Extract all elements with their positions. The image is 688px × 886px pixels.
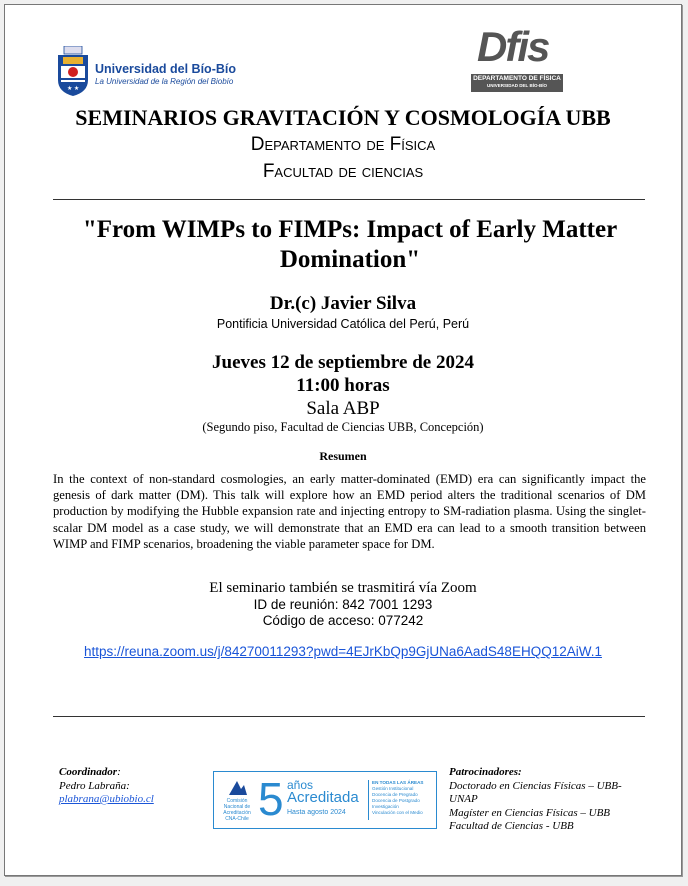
coordinator-label: Coordinador — [59, 766, 118, 778]
area-item: Vinculación con el Medio — [372, 810, 423, 815]
department: Departamento de Física — [250, 134, 436, 155]
document-page: ★ ★ Universidad del Bío-Bío La Universid… — [4, 4, 682, 876]
area-item: Gestión Institucional — [372, 786, 414, 791]
accreditation-divider — [368, 780, 369, 820]
faculty: Facultad de ciencias — [262, 161, 424, 182]
speaker: Dr.(c) Javier Silva — [269, 293, 417, 314]
accreditation-badge: Comisión Nacional de Acreditación CNA-Ch… — [213, 771, 437, 829]
ubb-tagline: La Universidad de la Región del Biobío — [95, 77, 234, 86]
accreditation-years: 5 — [258, 773, 284, 825]
zoom-meeting-id: ID de reunión: 842 7001 1293 — [253, 597, 433, 612]
zoom-link-row: https://reuna.zoom.us/j/84270011293?pwd=… — [5, 644, 681, 659]
svg-text:★ ★: ★ ★ — [67, 85, 79, 92]
abstract-heading: Resumen — [319, 449, 367, 463]
divider-bottom — [53, 716, 645, 717]
zoom-link[interactable]: https://reuna.zoom.us/j/84270011293?pwd=… — [84, 644, 602, 659]
ubb-shield-icon: ★ ★ — [58, 46, 88, 96]
cna-logo-icon — [229, 781, 247, 795]
dfis-mark: Dfis — [477, 23, 550, 70]
area-item: Investigación — [372, 804, 399, 809]
abstract-text: In the context of non-standard cosmologi… — [53, 472, 646, 551]
seminar-series-title: SEMINARIOS GRAVITACIÓN Y COSMOLOGÍA UBB — [75, 105, 611, 130]
ubb-name: Universidad del Bío-Bío — [95, 62, 236, 76]
affiliation: Pontificia Universidad Católica del Perú… — [216, 317, 470, 331]
talk-title: "From WIMPs to FIMPs: Impact of Early Ma… — [82, 216, 618, 273]
time: 11:00 horas — [296, 375, 390, 396]
zoom-passcode: Código de acceso: 077242 — [262, 613, 424, 628]
location: (Segundo piso, Facultad de Ciencias UBB,… — [202, 420, 484, 434]
coordinator-block: Coordinador: Pedro Labraña: plabrana@ubi… — [59, 766, 154, 805]
areas-title: EN TODAS LAS ÁREAS — [372, 780, 424, 785]
accreditation-status: Acreditada — [287, 789, 359, 806]
area-item: Docencia de Pregrado — [372, 792, 418, 797]
sponsor-item: Magíster en Ciencias Físicas – UBB — [449, 806, 611, 819]
sponsor-item: Facultad de Ciencias - UBB — [449, 820, 574, 832]
accreditation-until: Hasta agosto 2024 — [287, 809, 346, 816]
coordinator-name: Pedro Labraña: — [59, 779, 130, 792]
sponsors-block: Patrocinadores: Doctorado en Ciencias Fí… — [449, 766, 629, 834]
dfis-line1: DEPARTAMENTO DE FÍSICA — [473, 75, 561, 82]
accreditation-areas: EN TODAS LAS ÁREAS Gestión Institucional… — [372, 780, 423, 816]
sponsor-item: Doctorado en Ciencias Físicas – UBB-UNAP — [449, 779, 622, 806]
sponsors-label: Patrocinadores: — [449, 766, 522, 778]
dfis-logo: Dfis DEPARTAMENTO DE FÍSICA UNIVERSIDAD … — [471, 23, 563, 93]
ubb-logo: ★ ★ Universidad del Bío-Bío La Universid… — [57, 46, 237, 96]
zoom-announcement: El seminario también se trasmitirá vía Z… — [209, 580, 477, 596]
coordinator-email[interactable]: plabrana@ubiobio.cl — [59, 793, 154, 805]
accreditation-org: Comisión Nacional de Acreditación CNA-Ch… — [223, 798, 251, 822]
divider-top — [53, 199, 645, 200]
dfis-banner: DEPARTAMENTO DE FÍSICA UNIVERSIDAD DEL B… — [471, 74, 563, 92]
room: Sala ABP — [306, 398, 380, 419]
dfis-line2: UNIVERSIDAD DEL BÍO-BÍO — [487, 83, 547, 88]
accreditation-years-label: años — [287, 778, 314, 792]
area-item: Docencia de Postgrado — [372, 798, 420, 803]
date: Jueves 12 de septiembre de 2024 — [212, 352, 474, 373]
